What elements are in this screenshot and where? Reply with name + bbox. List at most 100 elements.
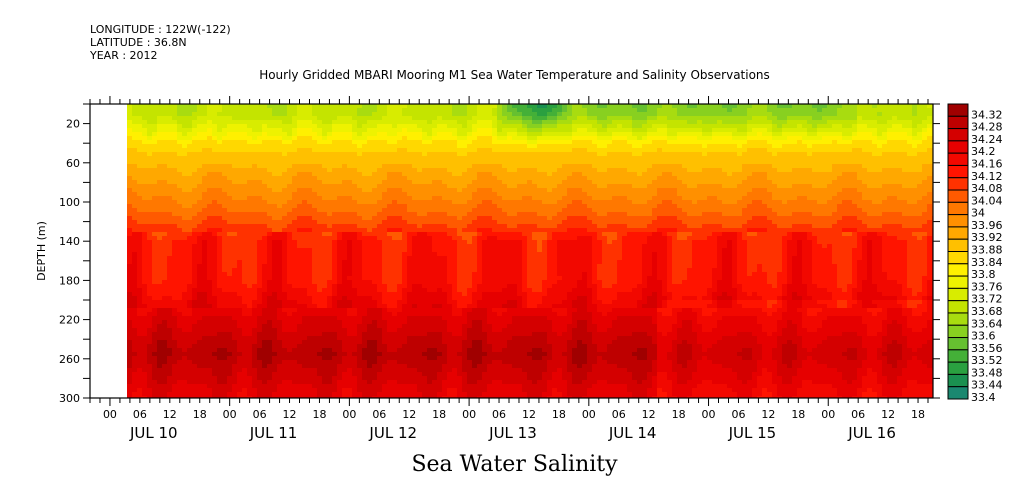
heatmap-cell (297, 328, 303, 333)
heatmap-cell (407, 176, 413, 181)
heatmap-cell (132, 244, 138, 249)
heatmap-cell (337, 156, 343, 161)
heatmap-cell (317, 248, 323, 253)
heatmap-cell (407, 396, 413, 399)
heatmap-cell (312, 388, 318, 393)
heatmap-cell (252, 260, 258, 265)
heatmap-cell (172, 168, 178, 173)
heatmap-cell (342, 140, 348, 145)
heatmap-cell (127, 360, 133, 365)
heatmap-cell (142, 268, 148, 273)
heatmap-cell (322, 212, 328, 217)
heatmap-cell (172, 316, 178, 321)
heatmap-cell (312, 296, 318, 301)
heatmap-cell (302, 128, 308, 133)
heatmap-cell (457, 232, 463, 237)
heatmap-cell (227, 148, 233, 153)
heatmap-cell (182, 304, 188, 309)
heatmap-cell (262, 152, 268, 157)
heatmap-cell (462, 124, 468, 129)
heatmap-cell (282, 356, 288, 361)
heatmap-cell (347, 308, 353, 313)
heatmap-cell (217, 312, 223, 317)
heatmap-cell (402, 192, 408, 197)
heatmap-cell (207, 216, 213, 221)
heatmap-cell (322, 344, 328, 349)
heatmap-cell (317, 216, 323, 221)
heatmap-cell (132, 152, 138, 157)
heatmap-cell (342, 200, 348, 205)
heatmap-cell (222, 184, 228, 189)
heatmap-cell (187, 248, 193, 253)
heatmap-cell (262, 360, 268, 365)
heatmap-cell (422, 116, 428, 121)
heatmap-cell (267, 228, 273, 233)
heatmap-cell (142, 248, 148, 253)
heatmap-cell (402, 188, 408, 193)
heatmap-cell (197, 180, 203, 185)
heatmap-cell (442, 236, 448, 241)
heatmap-cell (437, 216, 443, 221)
heatmap-cell (267, 300, 273, 305)
heatmap-cell (442, 112, 448, 117)
heatmap-cell (162, 180, 168, 185)
heatmap-cell (377, 344, 383, 349)
heatmap-cell (187, 240, 193, 245)
heatmap-cell (457, 240, 463, 245)
heatmap-cell (252, 340, 258, 345)
heatmap-cell (272, 352, 278, 357)
heatmap-cell (142, 192, 148, 197)
heatmap-cell (137, 204, 143, 209)
heatmap-cell (322, 348, 328, 353)
heatmap-cell (437, 256, 443, 261)
heatmap-cell (332, 108, 338, 113)
heatmap-cell (182, 264, 188, 269)
heatmap-cell (267, 116, 273, 121)
heatmap-cell (162, 292, 168, 297)
heatmap-cell (412, 244, 418, 249)
heatmap-cell (452, 208, 458, 213)
heatmap-cell (137, 168, 143, 173)
heatmap-cell (172, 308, 178, 313)
heatmap-cell (427, 392, 433, 397)
heatmap-cell (322, 216, 328, 221)
heatmap-cell (232, 304, 238, 309)
heatmap-cell (252, 332, 258, 337)
heatmap-cell (377, 332, 383, 337)
heatmap-cell (452, 212, 458, 217)
heatmap-cell (337, 364, 343, 369)
heatmap-cell (262, 324, 268, 329)
heatmap-cell (452, 344, 458, 349)
heatmap-cell (217, 392, 223, 397)
heatmap-cell (322, 276, 328, 281)
heatmap-cell (187, 180, 193, 185)
heatmap-cell (292, 284, 298, 289)
heatmap-cell (297, 180, 303, 185)
heatmap-cell (407, 276, 413, 281)
heatmap-cell (372, 272, 378, 277)
heatmap-cell (307, 372, 313, 377)
heatmap-cell (412, 240, 418, 245)
heatmap-cell (362, 172, 368, 177)
heatmap-cell (302, 204, 308, 209)
heatmap-cell (387, 224, 393, 229)
heatmap-cell (177, 244, 183, 249)
heatmap-cell (337, 132, 343, 137)
heatmap-cell (327, 240, 333, 245)
heatmap-cell (177, 188, 183, 193)
heatmap-cell (137, 260, 143, 265)
heatmap-cell (337, 360, 343, 365)
heatmap-cell (132, 356, 138, 361)
heatmap-cell (322, 168, 328, 173)
heatmap-cell (442, 136, 448, 141)
heatmap-cell (137, 212, 143, 217)
heatmap-cell (277, 344, 283, 349)
heatmap-cell (322, 160, 328, 165)
heatmap-cell (372, 144, 378, 149)
heatmap-cell (212, 244, 218, 249)
heatmap-cell (222, 344, 228, 349)
heatmap-cell (427, 172, 433, 177)
heatmap-cell (257, 356, 263, 361)
heatmap-cell (212, 256, 218, 261)
heatmap-cell (242, 112, 248, 117)
